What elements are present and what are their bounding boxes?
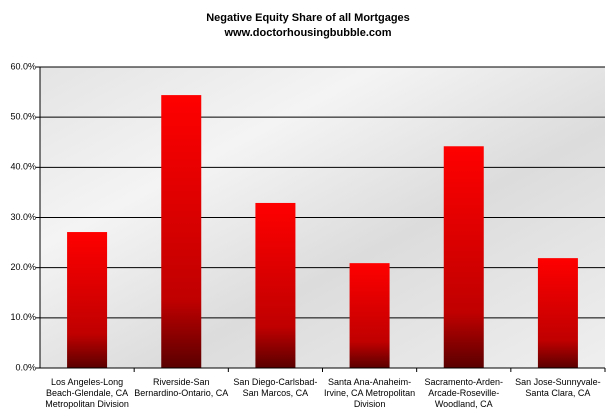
y-tick-label: 60.0% <box>10 61 36 71</box>
y-tick-label: 40.0% <box>10 162 36 172</box>
x-tick-label: Santa Ana-Anaheim- Irvine, CA Metropolit… <box>324 377 416 409</box>
x-tick-label: Sacramento-Arden- Arcade-Roseville- Wood… <box>424 377 504 409</box>
y-tick-label: 20.0% <box>10 262 36 272</box>
bar <box>67 232 108 368</box>
bar <box>537 258 578 368</box>
x-tick-label: San Jose-Sunnyvale- Santa Clara, CA <box>515 377 601 398</box>
y-tick-label: 0.0% <box>15 362 36 372</box>
bar <box>349 263 390 368</box>
y-tick-label: 30.0% <box>10 212 36 222</box>
bar <box>443 146 484 368</box>
chart-title: Negative Equity Share of all Mortgages <box>206 12 410 24</box>
bar <box>161 95 202 369</box>
bar <box>255 202 296 368</box>
x-tick-label: San Diego-Carlsbad- San Marcos, CA <box>233 377 318 398</box>
x-tick-label: Riverside-San Bernardino-Ontario, CA <box>134 377 229 398</box>
chart-subtitle: www.doctorhousingbubble.com <box>223 27 391 39</box>
x-tick-label: Los Angeles-Long Beach-Glendale, CA Metr… <box>45 377 129 409</box>
y-tick-label: 10.0% <box>10 312 36 322</box>
y-tick-label: 50.0% <box>10 112 36 122</box>
